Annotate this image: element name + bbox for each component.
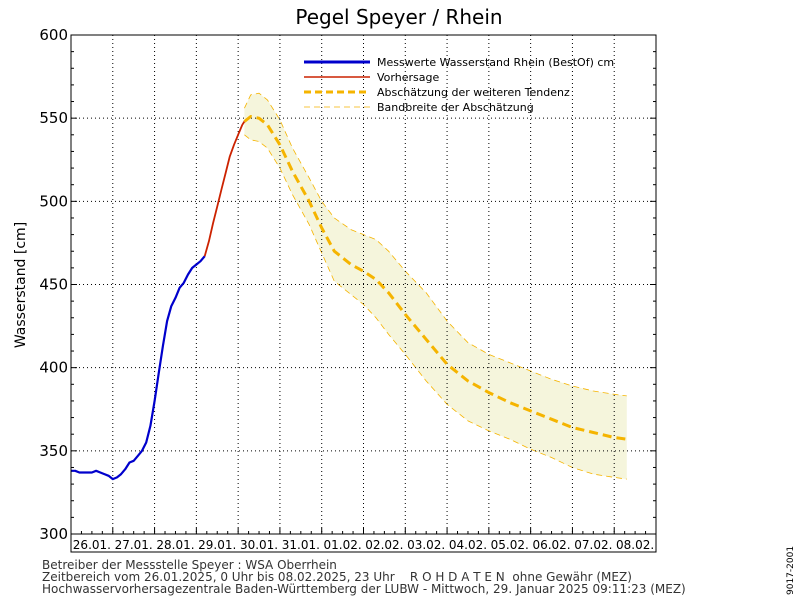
- band-lower-line: [244, 134, 627, 480]
- band-upper-line: [244, 92, 627, 397]
- y-tick-label: 450: [39, 276, 68, 294]
- x-tick-label: 02.02.: [365, 538, 403, 552]
- legend-label-4: Bandbreite der Abschätzung: [377, 101, 534, 114]
- x-tick-label: 08.02.: [616, 538, 654, 552]
- legend-label-1: Messwerte Wasserstand Rhein (BestOf) cm: [377, 56, 614, 69]
- legend-label-2: Vorhersage: [377, 71, 439, 84]
- x-tick-label: 05.02.: [491, 538, 529, 552]
- x-tick-label: 31.01.: [282, 538, 320, 552]
- x-tick-label: 26.01.: [73, 538, 111, 552]
- y-tick-label: 500: [39, 192, 68, 210]
- series-layer: [71, 115, 628, 481]
- footer-source: Hochwasservorhersagezentrale Baden-Württ…: [42, 582, 686, 596]
- tendency-series-line: [243, 115, 628, 441]
- grid-layer: [71, 35, 656, 534]
- measured-series-line: [71, 255, 206, 481]
- x-tick-label: 04.02.: [449, 538, 487, 552]
- side-id-label: 9017-2001: [786, 546, 796, 595]
- y-tick-label: 600: [39, 26, 68, 44]
- x-tick-label: 28.01.: [156, 538, 194, 552]
- y-tick-label: 300: [39, 525, 68, 543]
- x-tick-label: 27.01.: [115, 538, 153, 552]
- x-tick-label: 06.02.: [532, 538, 570, 552]
- chart-title: Pegel Speyer / Rhein: [295, 5, 502, 29]
- plot-frame: [70, 34, 657, 553]
- y-tick-label: 350: [39, 442, 68, 460]
- footer-time-range: Zeitbereich vom 26.01.2025, 0 Uhr bis 08…: [42, 570, 632, 584]
- x-tick-label: 01.02.: [324, 538, 362, 552]
- legend: Messwerte Wasserstand Rhein (BestOf) cm V…: [304, 56, 614, 114]
- x-tick-label: 29.01.: [198, 538, 236, 552]
- x-tick-labels: 26.01. 27.01. 28.01. 29.01. 30.01. 31.01. 01.0…: [73, 528, 654, 552]
- x-tick-label: 30.01.: [240, 538, 278, 552]
- band-layer: [244, 92, 627, 480]
- x-tick-label: 03.02.: [407, 538, 445, 552]
- band-area: [244, 93, 627, 480]
- y-tick-label: 550: [39, 109, 68, 127]
- y-tick-label: 400: [39, 359, 68, 377]
- forecast-series-line: [203, 121, 246, 257]
- y-axis-label: Wasserstand [cm]: [13, 222, 29, 348]
- legend-label-3: Abschätzung der weiteren Tendenz: [377, 86, 570, 99]
- x-tick-label: 07.02.: [574, 538, 612, 552]
- y-tick-labels: 300 350 400 450 500 550 600: [39, 26, 656, 543]
- footer-operator: Betreiber der Messstelle Speyer : WSA Ob…: [42, 558, 337, 572]
